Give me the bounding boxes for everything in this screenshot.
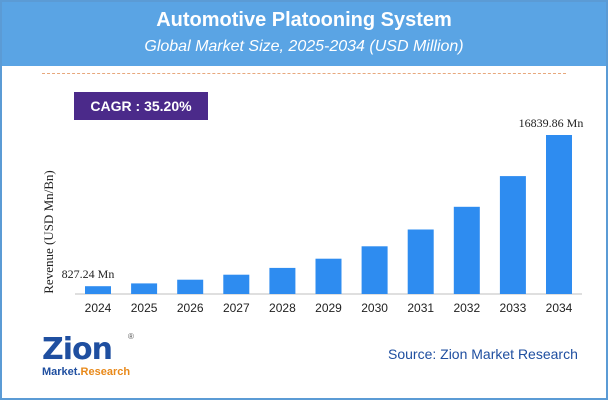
chart-title: Automotive Platooning System <box>156 9 452 31</box>
bar-2030 <box>361 246 388 294</box>
source-text: Source: Zion Market Research <box>388 346 578 362</box>
x-tick-2034: 2034 <box>546 301 573 315</box>
data-label-2034: 16839.86 Mn <box>519 116 584 130</box>
bar-2026 <box>177 279 204 294</box>
x-tick-2030: 2030 <box>361 301 388 315</box>
bar-2031 <box>407 229 434 294</box>
bar-2024 <box>85 286 111 294</box>
cagr-badge: CAGR : 35.20% <box>74 92 208 120</box>
data-label-2024: 827.24 Mn <box>62 267 115 281</box>
chart-subtitle: Global Market Size, 2025-2034 (USD Milli… <box>144 38 464 55</box>
bar-2027 <box>223 274 250 294</box>
header-banner: Automotive Platooning System Global Mark… <box>2 2 606 66</box>
x-tick-2028: 2028 <box>269 301 296 315</box>
x-tick-2024: 2024 <box>85 301 112 315</box>
logo-sub-right: Research <box>80 366 131 378</box>
logo-main-text: Zion <box>42 332 113 367</box>
x-tick-2032: 2032 <box>453 301 480 315</box>
x-tick-2025: 2025 <box>131 301 158 315</box>
x-tick-2026: 2026 <box>177 301 204 315</box>
bar-2029 <box>315 258 342 294</box>
divider-line <box>42 73 566 74</box>
zion-logo: Zion ® Market.Research <box>42 332 142 382</box>
x-tick-2033: 2033 <box>500 301 527 315</box>
x-tick-2029: 2029 <box>315 301 342 315</box>
bar-2033 <box>499 176 526 294</box>
bar-2025 <box>131 283 158 294</box>
logo-sub-left: Market. <box>42 366 81 378</box>
bar-2034 <box>546 135 572 294</box>
bar-2028 <box>269 267 296 294</box>
registered-mark: ® <box>128 332 134 341</box>
x-tick-2027: 2027 <box>223 301 250 315</box>
bar-2032 <box>453 206 480 294</box>
logo-subtext: Market.Research <box>42 366 130 378</box>
x-tick-2031: 2031 <box>407 301 434 315</box>
